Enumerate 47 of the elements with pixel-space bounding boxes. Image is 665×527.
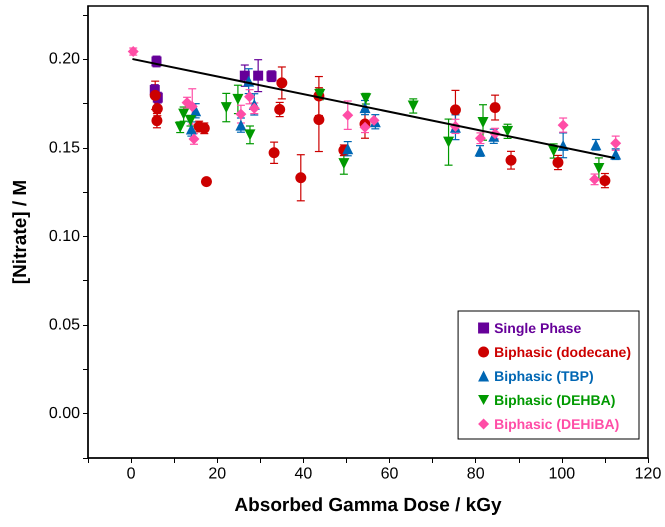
point (313, 114, 324, 126)
point (268, 147, 280, 158)
point (186, 124, 197, 135)
legend-label: Biphasic (DEHBA) (494, 392, 616, 408)
point (220, 102, 232, 114)
y-tick-label: 0.10 (48, 228, 80, 245)
x-tick-label: 120 (634, 466, 662, 482)
point (342, 110, 354, 121)
y-axis-title: [Nitrate] / M (10, 180, 31, 284)
point (408, 100, 419, 112)
point (338, 158, 350, 170)
point (593, 163, 604, 174)
point (200, 176, 212, 188)
point (552, 157, 564, 168)
point (450, 104, 461, 116)
point (235, 120, 246, 131)
y-tick-label: 0.15 (48, 139, 80, 156)
point (276, 77, 288, 88)
point (478, 116, 489, 128)
point (443, 136, 454, 148)
x-tick-label: 40 (294, 466, 312, 482)
point (502, 126, 514, 137)
legend-label: Biphasic (TBP) (494, 368, 594, 384)
point (186, 101, 198, 112)
point (342, 143, 354, 154)
x-tick-label: 100 (548, 466, 576, 482)
legend-label: Biphasic (dodecane) (494, 344, 632, 360)
legend-label: Single Phase (494, 320, 582, 336)
point (235, 108, 246, 120)
point (295, 172, 306, 184)
point (359, 122, 370, 133)
x-tick-label: 80 (466, 466, 485, 482)
point (490, 102, 501, 114)
x-tick-label: 20 (208, 466, 226, 482)
point (274, 104, 286, 116)
y-tick-label: 0.05 (48, 316, 80, 334)
y-tick-label: 0.00 (48, 405, 80, 422)
legend-label: Biphasic (DEHiBA) (494, 416, 620, 432)
x-axis-title: Absorbed Gamma Dose / kGy (234, 495, 502, 516)
point (253, 70, 264, 81)
point (599, 175, 610, 186)
point (244, 129, 256, 140)
y-tick-label: 0.20 (48, 50, 80, 68)
x-tick-label: 60 (380, 466, 399, 482)
x-tick-label: 0 (126, 466, 136, 482)
point (506, 154, 517, 166)
point (558, 120, 569, 131)
